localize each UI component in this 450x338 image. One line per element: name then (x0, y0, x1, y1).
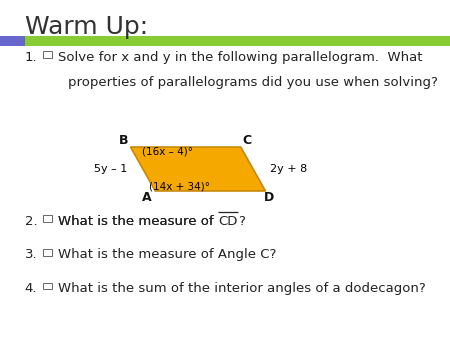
Bar (43, 51, 52, 58)
Bar (0, 36, 25, 46)
Bar (43, 283, 52, 289)
Text: 4.: 4. (25, 282, 37, 295)
Bar (25, 36, 450, 46)
Text: 3.: 3. (25, 248, 37, 261)
Text: Warm Up:: Warm Up: (25, 15, 148, 39)
Bar (43, 249, 52, 256)
Text: CD: CD (218, 215, 238, 227)
Text: Solve for x and y in the following parallelogram.  What: Solve for x and y in the following paral… (58, 51, 423, 64)
Text: 2.: 2. (25, 215, 37, 227)
Text: 2y + 8: 2y + 8 (270, 164, 307, 174)
Text: D: D (264, 191, 274, 204)
Text: properties of parallelograms did you use when solving?: properties of parallelograms did you use… (68, 76, 437, 89)
Text: ?: ? (238, 215, 245, 227)
Text: What is the measure of Angle C?: What is the measure of Angle C? (58, 248, 277, 261)
Text: 5y – 1: 5y – 1 (94, 164, 128, 174)
Text: (14x + 34)°: (14x + 34)° (149, 182, 211, 192)
Text: A: A (141, 191, 151, 204)
Bar (43, 215, 52, 222)
Text: What is the measure of: What is the measure of (58, 215, 218, 227)
Text: C: C (242, 134, 251, 147)
Text: 1.: 1. (25, 51, 37, 64)
Text: What is the sum of the interior angles of a dodecagon?: What is the sum of the interior angles o… (58, 282, 426, 295)
Text: (16x – 4)°: (16x – 4)° (142, 146, 193, 156)
Text: B: B (119, 134, 129, 147)
Polygon shape (130, 147, 266, 191)
Text: What is the measure of: What is the measure of (58, 215, 218, 227)
